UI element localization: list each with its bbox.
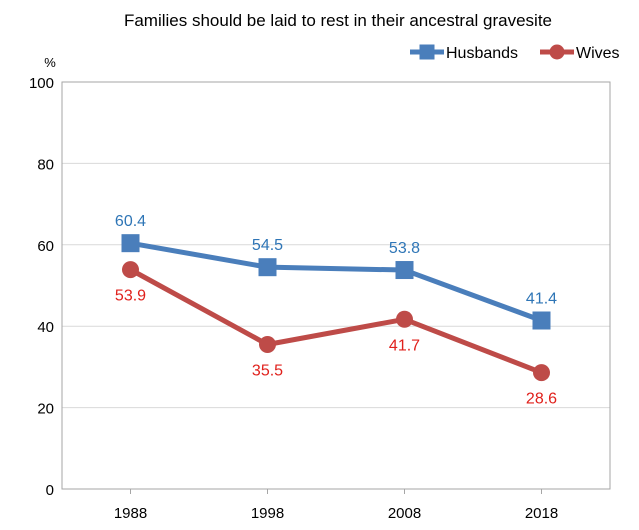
husbands-data-label: 41.4 (526, 291, 557, 308)
wives-data-label: 28.6 (526, 391, 557, 408)
husbands-point (395, 261, 414, 280)
y-tick-label: 0 (46, 482, 54, 499)
y-axis-unit-label: % (44, 55, 56, 70)
legend: Husbands Wives (410, 44, 620, 62)
wives-data-label: 53.9 (115, 288, 146, 305)
husbands-data-label: 60.4 (115, 213, 146, 230)
wives-point (122, 261, 139, 279)
gridlines (62, 162, 610, 409)
x-axis-ticks: 1988 1998 2008 2018 (114, 489, 558, 522)
husbands-point (121, 234, 140, 253)
series-group (121, 234, 551, 382)
y-tick-label: 40 (37, 319, 54, 336)
y-tick-label: 60 (37, 238, 54, 255)
y-tick-label: 80 (37, 156, 54, 173)
husbands-data-label: 54.5 (252, 237, 283, 254)
legend-marker-wives (549, 44, 565, 60)
x-tick-label: 1988 (114, 505, 147, 522)
husbands-point (532, 311, 551, 330)
plot-area-frame (61, 81, 611, 490)
chart-title: Families should be laid to rest in their… (124, 11, 552, 30)
x-tick-label: 2018 (525, 505, 558, 522)
series-line-husbands (130, 240, 543, 323)
husbands-data-label: 53.8 (389, 240, 420, 257)
series-line-wives (129, 267, 543, 375)
legend-marker-husbands (419, 44, 435, 60)
wives-point (533, 364, 550, 382)
husbands-point (258, 258, 277, 277)
legend-label-wives: Wives (576, 45, 620, 62)
y-tick-label: 100 (29, 75, 54, 92)
y-axis-ticks: 0 20 40 60 80 100 (29, 75, 54, 499)
wives-data-label: 35.5 (252, 363, 283, 380)
data-labels: 60.4 54.5 53.8 41.4 53.9 35.5 41.7 28.6 (115, 213, 557, 407)
wives-point (396, 310, 413, 328)
x-tick-label: 2008 (388, 505, 421, 522)
x-tick-label: 1998 (251, 505, 284, 522)
y-tick-label: 20 (37, 401, 54, 418)
legend-label-husbands: Husbands (446, 45, 518, 62)
wives-point (259, 336, 276, 354)
wives-data-label: 41.7 (389, 337, 420, 354)
